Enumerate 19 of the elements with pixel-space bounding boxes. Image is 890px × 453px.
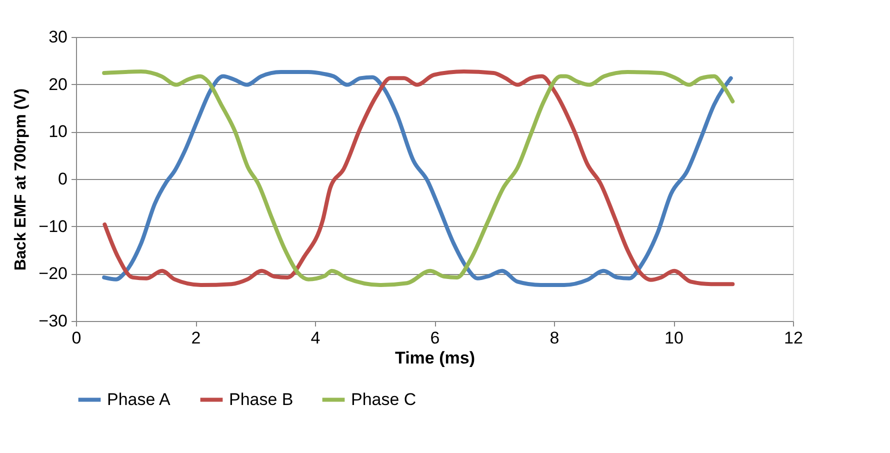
legend-label: Phase C bbox=[351, 390, 416, 409]
x-tick-label: 10 bbox=[664, 328, 684, 348]
y-tick-label: 0 bbox=[58, 170, 68, 188]
y-tick-label: −30 bbox=[38, 312, 68, 330]
x-tick-label: 0 bbox=[72, 328, 82, 348]
y-tick-label: 10 bbox=[48, 122, 68, 142]
y-tick-label: −20 bbox=[38, 264, 68, 284]
x-tick-label: 4 bbox=[310, 328, 320, 348]
x-tick-label: 2 bbox=[191, 328, 201, 348]
y-tick-label: −10 bbox=[38, 216, 68, 236]
x-tick-label: 6 bbox=[430, 328, 440, 348]
legend-label: Phase B bbox=[229, 390, 294, 409]
legend-label: Phase A bbox=[107, 390, 171, 409]
x-axis-title: Time (ms) bbox=[395, 348, 475, 368]
y-tick-label: 30 bbox=[48, 28, 68, 46]
x-tick-label: 12 bbox=[784, 328, 803, 348]
y-tick-label: 20 bbox=[48, 74, 68, 94]
y-axis-title: Back EMF at 700rpm (V) bbox=[12, 88, 30, 271]
x-tick-label: 8 bbox=[550, 328, 560, 348]
